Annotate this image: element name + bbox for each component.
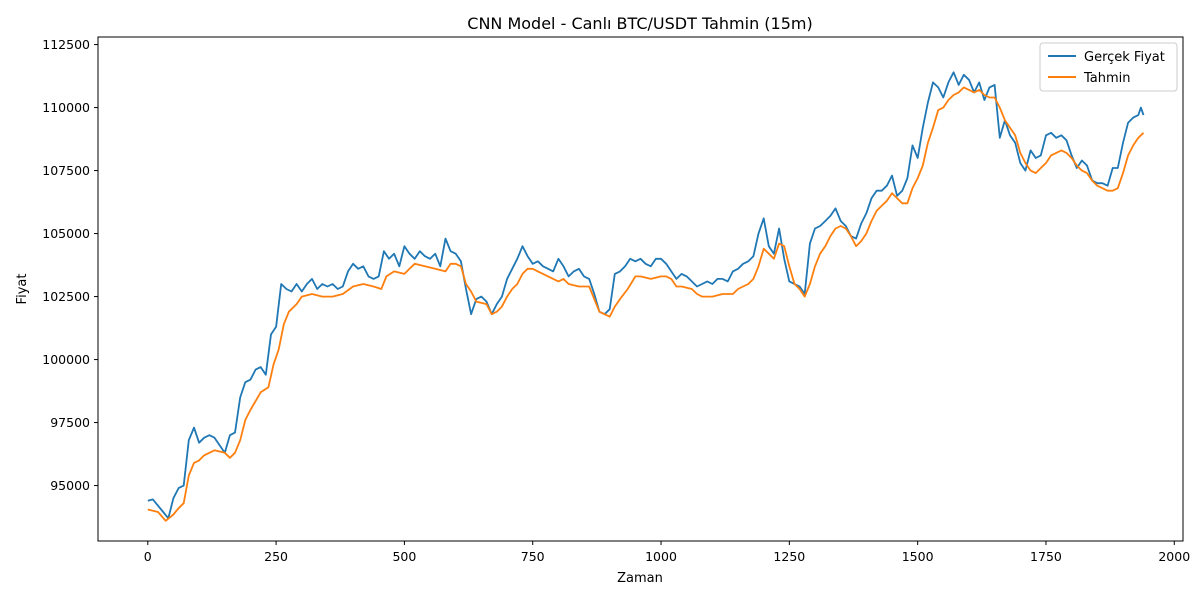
legend-label-actual: Gerçek Fiyat	[1084, 50, 1165, 65]
y-tick-label: 100000	[42, 352, 90, 367]
y-tick-label: 102500	[42, 289, 90, 304]
x-axis: 0 250 500 750 1000 1250 1500 1750 2000	[144, 541, 1190, 564]
y-tick-label: 112500	[42, 37, 90, 52]
y-axis: 95000 97500 100000 102500 105000 107500 110000…	[42, 37, 98, 493]
x-tick-label: 1750	[1030, 549, 1062, 564]
y-tick-label: 107500	[42, 163, 90, 178]
chart-title: CNN Model - Canlı BTC/USDT Tahmin (15m)	[467, 14, 812, 33]
x-tick-label: 1000	[645, 549, 677, 564]
x-tick-label: 500	[392, 549, 416, 564]
series-layer	[147, 71, 1145, 522]
x-tick-label: 0	[144, 549, 152, 564]
y-tick-label: 110000	[42, 100, 90, 115]
legend: Gerçek Fiyat Tahmin	[1039, 42, 1178, 92]
plot-frame	[97, 36, 1184, 542]
x-tick-label: 250	[264, 549, 288, 564]
x-tick-label: 2000	[1158, 549, 1190, 564]
y-tick-label: 105000	[42, 226, 90, 241]
y-tick-label: 95000	[50, 478, 90, 493]
legend-label-prediction: Tahmin	[1083, 71, 1131, 86]
x-tick-label: 1500	[902, 549, 934, 564]
series-line-actual	[147, 71, 1145, 520]
x-axis-title: Zaman	[617, 571, 663, 586]
y-tick-label: 97500	[50, 415, 90, 430]
y-axis-title: Fiyat	[15, 274, 30, 305]
series-line-prediction	[147, 86, 1145, 522]
x-tick-label: 1250	[773, 549, 805, 564]
x-tick-label: 750	[521, 549, 545, 564]
